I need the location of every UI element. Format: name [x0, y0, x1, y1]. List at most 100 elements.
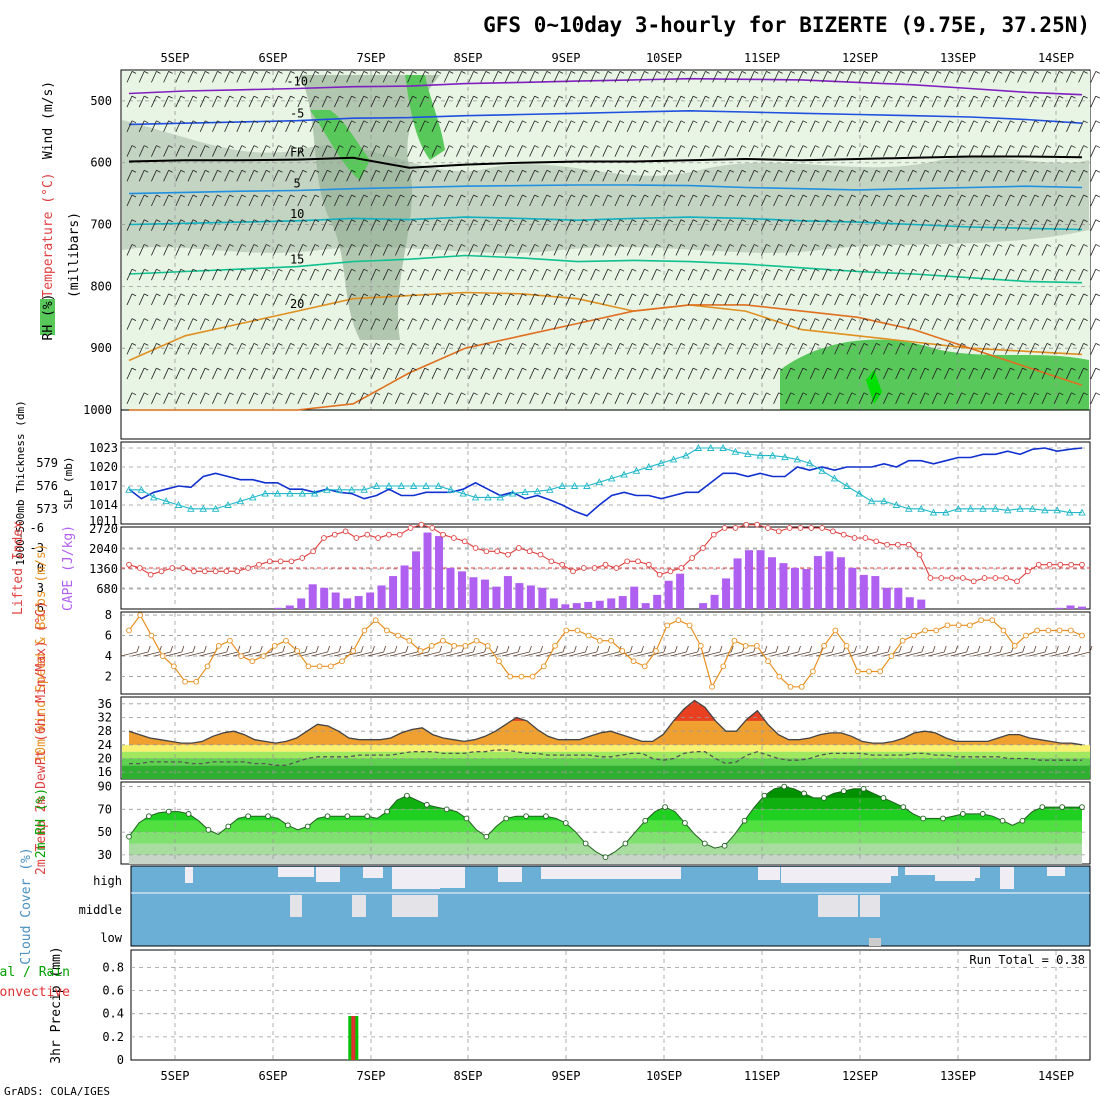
wind-barb-flag [180, 95, 185, 99]
wind-barb [309, 170, 316, 182]
wind-barb-flag [522, 318, 527, 321]
wind-barb-flag [229, 120, 234, 124]
wind-barb-flag [583, 268, 588, 272]
wind-barb [1090, 145, 1097, 157]
wind-speed-marker [877, 668, 884, 675]
wind-barb-flag [156, 219, 161, 223]
wind-barb-flag [363, 169, 368, 173]
wind-barb-flag [192, 120, 198, 124]
slp-tick: 1014 [89, 498, 118, 512]
wind-barb-flag [827, 244, 832, 247]
wind-barb [712, 244, 718, 256]
wind-barb-flag [851, 219, 856, 223]
top-date-tick: 11SEP [744, 51, 780, 65]
wind-speed-marker [384, 627, 390, 634]
surface-barb-flag [910, 645, 913, 653]
wind-barb-flag [144, 169, 149, 173]
wind-barb [639, 71, 645, 83]
wind-barb [578, 392, 584, 404]
wind-barb-flag [144, 293, 149, 297]
wind-barb [626, 244, 633, 256]
wind-barb [504, 194, 511, 207]
wind-barb-flag [705, 120, 710, 124]
wind-barb [944, 170, 950, 182]
wind-barb [724, 95, 731, 108]
wind-barb [1005, 71, 1011, 83]
wind-barb [565, 392, 572, 404]
wind-barb-flag [314, 343, 320, 346]
thickness-marker [149, 493, 158, 501]
wind-speed-marker [821, 642, 827, 649]
wind-barb-flag [363, 71, 368, 74]
thickness-marker [447, 485, 455, 493]
cape-bar [343, 598, 352, 609]
wind-barb [212, 343, 218, 355]
wind-barb [956, 318, 962, 330]
thickness-marker [979, 504, 987, 512]
wind-barb-flag [961, 293, 966, 297]
wind-barb-flag [937, 95, 942, 99]
wind-barb [309, 367, 316, 380]
lifted-index-marker [505, 551, 511, 558]
wind-barb-flag [436, 293, 442, 297]
wind-barb [614, 318, 621, 330]
thickness-marker [966, 504, 975, 512]
rh-marker [582, 840, 589, 847]
wind-barb-flag [888, 293, 893, 297]
wind-barb-flag [144, 244, 149, 247]
wind-barb-flag [400, 343, 405, 346]
wind-barb-flag [863, 343, 869, 346]
wind-barb-flag [827, 169, 832, 173]
li-tick: 0 [37, 561, 44, 575]
wind-barb [212, 293, 218, 306]
wind-barb-flag [961, 343, 966, 346]
wind-barb [285, 318, 291, 330]
wind-barb [883, 392, 889, 404]
rh-marker [126, 833, 132, 840]
wind-barb-flag [1083, 367, 1088, 371]
wind-barb-flag [1083, 194, 1088, 198]
wind-barb-flag [668, 367, 673, 371]
wind-barb-flag [778, 71, 783, 74]
surface-barb-flag [596, 645, 600, 653]
lifted-index-marker [299, 555, 306, 561]
wind-barb-flag [839, 120, 844, 124]
wind-barb [151, 170, 157, 182]
wind-barb-flag [851, 194, 856, 198]
wind-barb [883, 318, 889, 330]
wind-barb-flag [827, 392, 832, 396]
wind-barb [1041, 219, 1048, 231]
side-label-temperature: Temperature (°C) [41, 172, 56, 297]
wind-barb-flag [717, 194, 722, 198]
wind-barb-flag [680, 169, 686, 173]
wind-barb-flag [278, 120, 283, 124]
wind-barb [700, 145, 706, 157]
wind-barb [565, 293, 572, 306]
wind-barb-flag [668, 194, 673, 198]
wind-barb-flag [815, 367, 820, 371]
surface-barb-flag [147, 645, 151, 653]
wind-barb [1029, 343, 1036, 355]
lifted-index-marker [191, 568, 197, 575]
wind-barb-flag [241, 293, 246, 297]
wind-barb [578, 318, 584, 330]
thickness-marker [1003, 506, 1012, 514]
wind-barb [151, 95, 157, 108]
wind-barb-flag [766, 343, 771, 346]
wind-barb [492, 293, 499, 306]
wind-barb-flag [680, 392, 686, 396]
wind-barb-flag [266, 71, 271, 74]
wind-barb [883, 367, 889, 380]
wind-barb-flag [912, 194, 917, 198]
wind-barb-flag [192, 318, 198, 321]
wind-barb-flag [253, 194, 259, 198]
wind-barb [212, 318, 218, 330]
wind-speed-marker [294, 648, 301, 654]
wind-barb [419, 219, 426, 231]
thickness-marker [744, 450, 752, 458]
wind-barb-flag [949, 244, 954, 247]
isotherm-line [128, 291, 1083, 362]
wind-barb-flag [680, 268, 686, 272]
cloud-mid-cell [352, 895, 366, 917]
